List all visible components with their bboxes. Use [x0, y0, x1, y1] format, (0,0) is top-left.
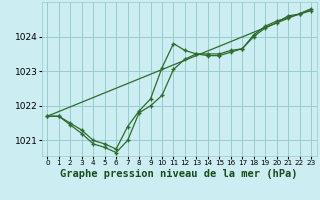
X-axis label: Graphe pression niveau de la mer (hPa): Graphe pression niveau de la mer (hPa) — [60, 169, 298, 179]
